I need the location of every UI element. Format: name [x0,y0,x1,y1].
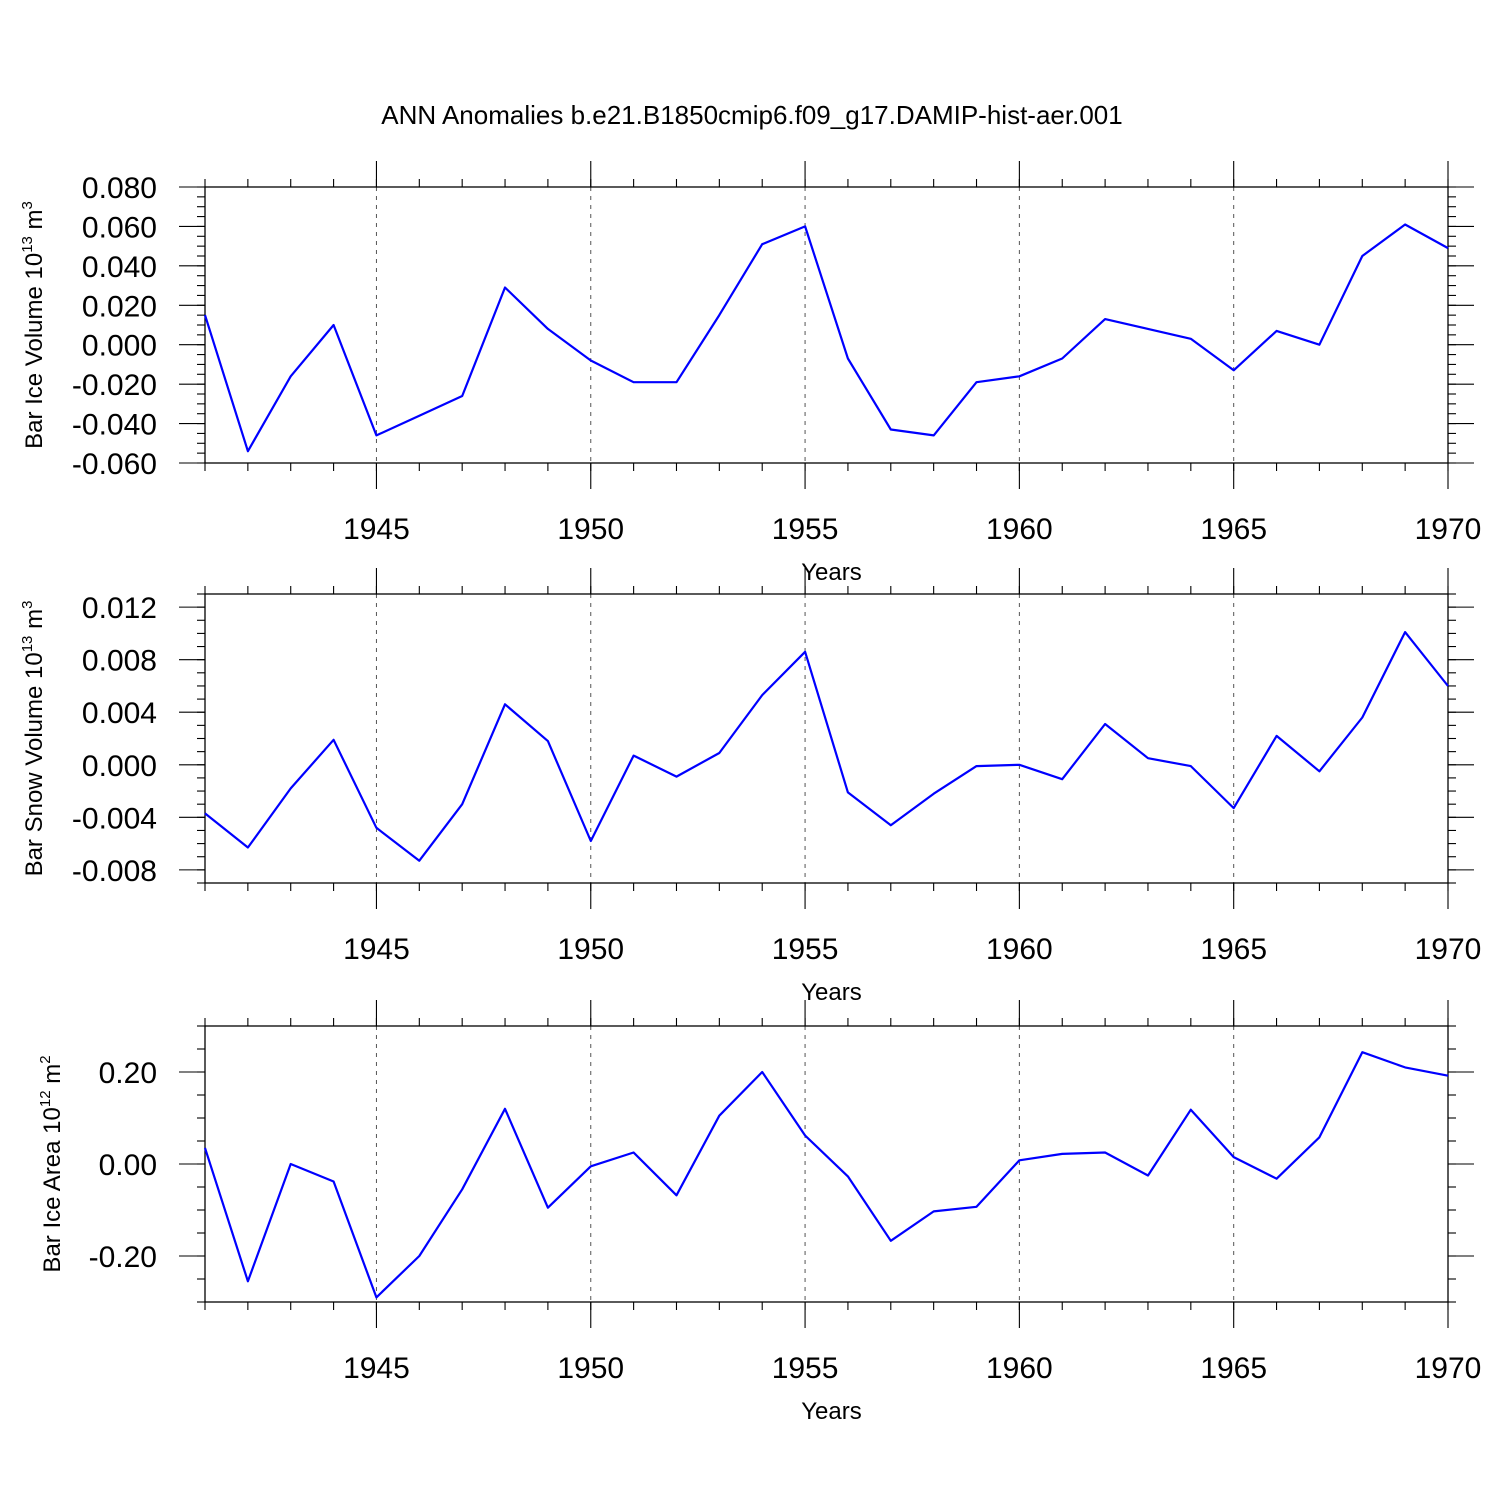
x-tick-label: 1965 [1200,1352,1267,1385]
y-tick-label: -0.008 [72,855,157,888]
y-tick-label: -0.004 [72,802,157,835]
y-tick-label: -0.040 [72,409,157,442]
y-tick-label: 0.00 [99,1149,157,1182]
series-line-1 [204,630,1449,862]
panel-3: -0.20 0.00 0.20 1945 1950 1955 1960 1965 1970 Yea… [37,1000,1481,1425]
x-tick-label: 1945 [343,513,410,546]
panel-2: -0.008 -0.004 0.000 0.004 0.008 0.012 1945 1950… [19,568,1481,1006]
x-axis-title: Years [801,979,862,1006]
y-tick-label: 0.008 [82,645,157,678]
y-axis-title: Bar Snow Volume 1013 m3 [19,601,48,877]
y-tick-label: -0.060 [72,448,157,481]
y-axis-title: Bar Ice Area 1012 m2 [37,1055,66,1272]
y-axis-title: Bar Ice Volume 1013 m3 [19,201,48,449]
x-tick-label: 1955 [772,933,839,966]
x-tick-label: 1950 [557,933,624,966]
x-tick-label: 1965 [1200,513,1267,546]
y-tick-label: 0.060 [82,211,157,244]
y-tick-label: -0.020 [72,369,157,402]
plot-frame [204,186,1449,464]
y-tick-label: 0.080 [82,172,157,205]
x-tick-label: 1945 [343,1352,410,1385]
x-tick-label: 1945 [343,933,410,966]
x-tick-label: 1970 [1415,933,1482,966]
x-tick-label: 1955 [772,1352,839,1385]
x-tick-label: 1960 [986,513,1053,546]
x-tick-label: 1965 [1200,933,1267,966]
y-tick-label: -0.20 [89,1241,157,1274]
series-line-1 [203,223,1449,453]
y-tick-label: 0.000 [82,330,157,363]
y-tick-label: 0.20 [99,1057,157,1090]
y-tick-label: 0.040 [82,251,157,284]
x-tick-label: 1970 [1415,1352,1482,1385]
x-tick-label: 1950 [557,513,624,546]
x-axis-title: Years [801,559,862,586]
x-tick-label: 1955 [772,513,839,546]
series-line-1 [203,1051,1449,1299]
x-tick-label: 1950 [557,1352,624,1385]
chart-panels: -0.060 -0.040 -0.020 0.000 0.020 0.040 0.060 0.… [19,161,1481,1425]
x-tick-label: 1970 [1415,513,1482,546]
x-axis-title: Years [801,1398,862,1425]
y-tick-label: 0.020 [82,290,157,323]
x-tick-label: 1960 [986,1352,1053,1385]
panel-1: -0.060 -0.040 -0.020 0.000 0.020 0.040 0.060 0.… [19,161,1481,586]
y-tick-label: 0.012 [82,592,157,625]
y-tick-label: 0.000 [82,750,157,783]
y-tick-label: 0.004 [82,697,157,730]
x-tick-label: 1960 [986,933,1053,966]
plot-frame [204,1025,1449,1303]
chart-title: ANN Anomalies b.e21.B1850cmip6.f09_g17.D… [381,100,1122,130]
